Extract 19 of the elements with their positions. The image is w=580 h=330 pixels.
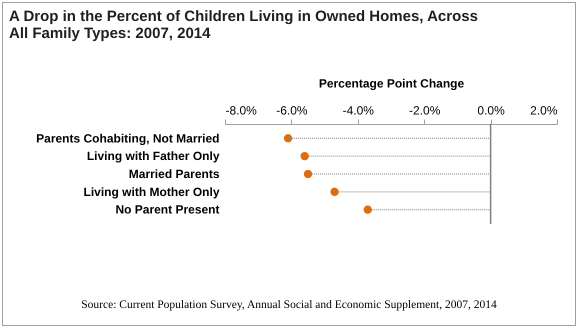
point [300,152,309,160]
point [330,188,339,196]
y-tick-label: Living with Father Only [86,149,220,164]
point [364,206,372,214]
x-tick-label: -6.0% [276,104,308,118]
chart-title: A Drop in the Percent of Children Living in Owned Homes, Across All Family Types: 2007, 2014 [9,8,478,42]
y-tick-label: Married Parents [128,167,220,181]
x-tick-label: -4.0% [342,104,374,118]
x-axis-title: Percentage Point Change [318,76,465,90]
y-tick-label: No Parent Present [115,202,220,217]
x-tick-label: 2.0% [530,104,558,118]
y-tick-label: Parents Cohabiting, Not Married [36,131,220,146]
x-tick-label: 0.0% [477,104,506,118]
y-tick-label: Living with Mother Only [84,184,220,199]
x-tick-label: -8.0% [226,104,258,118]
point [284,134,292,142]
point [304,170,312,178]
source-note: Source: Current Population Survey, Annual Social and Economic Supplement, 2007, 2014 [80,299,498,311]
x-tick-label: -2.0% [409,104,441,118]
